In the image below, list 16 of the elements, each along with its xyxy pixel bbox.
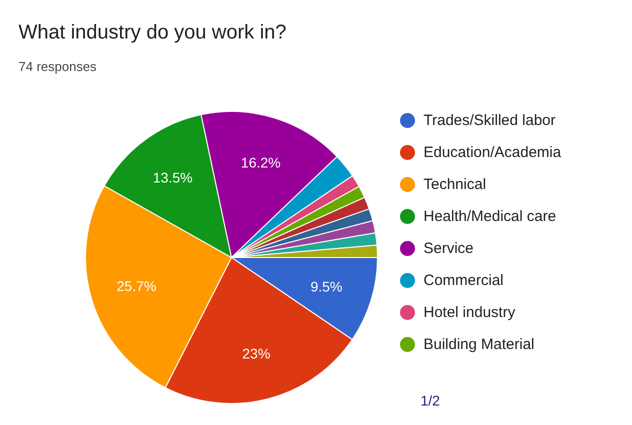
legend-label: Commercial xyxy=(424,272,504,289)
legend-label: Trades/Skilled labor xyxy=(424,112,556,129)
legend-label: Technical xyxy=(424,176,486,193)
data-label: 23% xyxy=(242,346,270,362)
chart-title: What industry do you work in? xyxy=(18,22,286,44)
data-label: 9.5% xyxy=(310,278,342,295)
chart-subtitle: 74 responses xyxy=(18,59,98,74)
data-label: 25.7% xyxy=(116,278,156,294)
legend-label: Building Material xyxy=(424,336,534,353)
legend-label: Service xyxy=(424,240,474,257)
data-label: 13.5% xyxy=(152,169,193,186)
legend-label: Hotel industry xyxy=(424,304,516,321)
data-label: 16.2% xyxy=(240,154,281,171)
legend-label: Education/Academia xyxy=(424,144,562,161)
legend-label: Health/Medical care xyxy=(424,208,556,225)
text: 1/2 xyxy=(420,392,440,408)
